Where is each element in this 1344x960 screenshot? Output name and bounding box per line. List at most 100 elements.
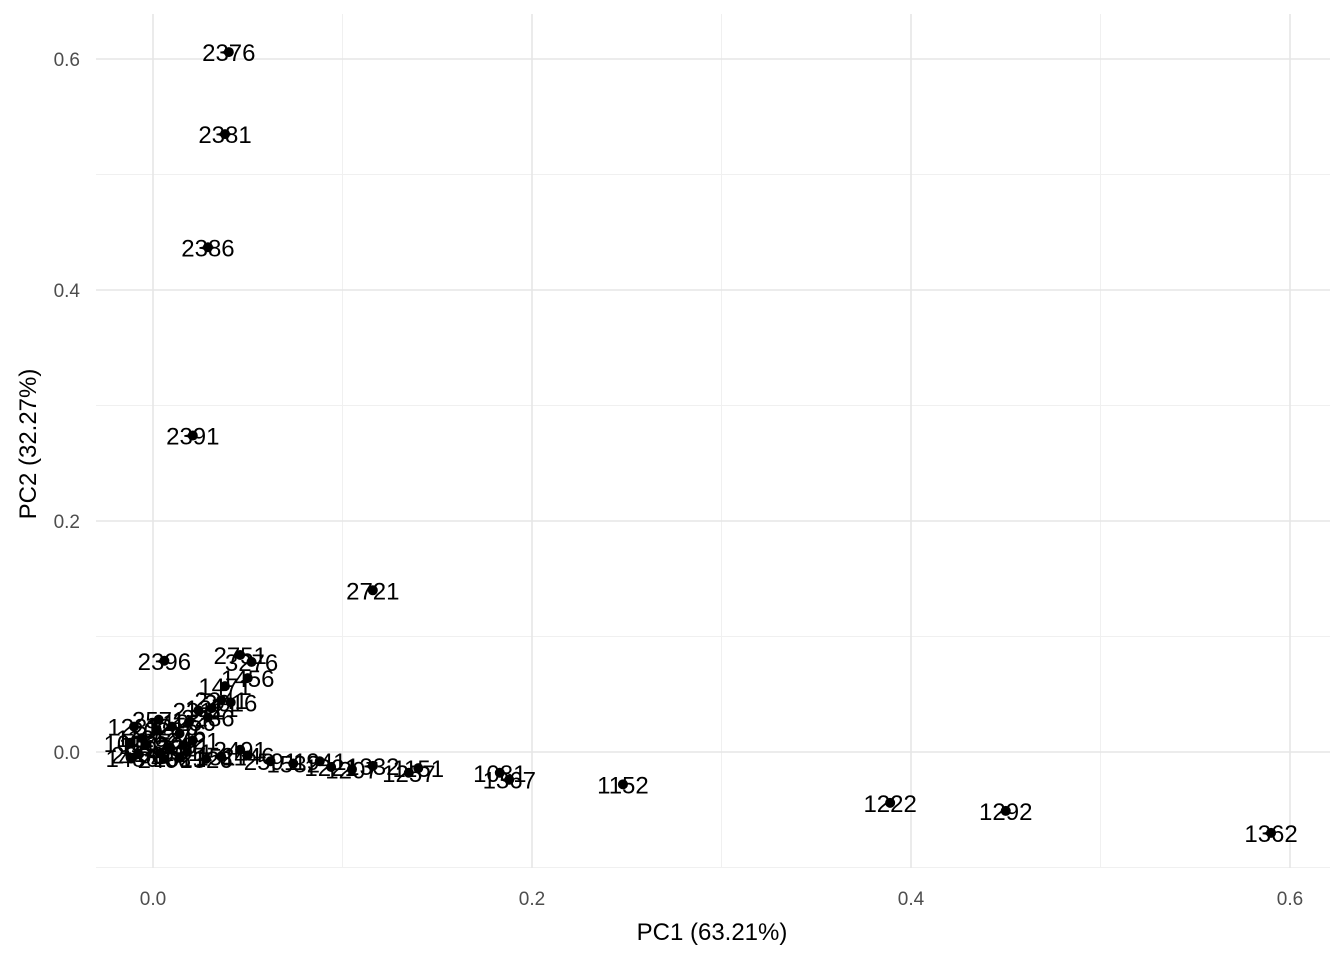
scatter-point bbox=[314, 756, 325, 767]
point-label: 2011 bbox=[161, 740, 213, 767]
point-label: 2396 bbox=[138, 649, 191, 676]
y-axis-title: PC2 (32.27%) bbox=[15, 369, 42, 520]
scatter-point bbox=[346, 764, 357, 775]
point-label: 1532 bbox=[267, 752, 320, 779]
point-label: 1221 bbox=[185, 696, 238, 723]
scatter-point bbox=[182, 747, 193, 757]
point-label: 1441 bbox=[119, 733, 172, 760]
scatter-point bbox=[166, 721, 177, 732]
point-label: 2391 bbox=[166, 424, 219, 451]
scatter-point bbox=[242, 750, 253, 761]
point-label: 1256 bbox=[162, 710, 215, 737]
scatter-point bbox=[153, 714, 164, 725]
point-label: 2591 bbox=[244, 749, 297, 776]
point-label: 1016 bbox=[104, 731, 157, 758]
scatter-point bbox=[174, 752, 185, 763]
point-label: 1367 bbox=[483, 768, 536, 795]
point-label: 1362 bbox=[1244, 821, 1297, 848]
scatter-point bbox=[187, 735, 198, 746]
scatter-point bbox=[1266, 827, 1277, 838]
point-label: 1511 bbox=[195, 745, 247, 772]
point-label: 1021 bbox=[153, 746, 206, 773]
scatter-point bbox=[140, 740, 151, 751]
point-label: 1292 bbox=[979, 799, 1032, 826]
point-label: 1231 bbox=[107, 715, 160, 742]
point-label: 2311 bbox=[173, 698, 225, 725]
scatter-point bbox=[242, 673, 253, 684]
scatter-point bbox=[235, 744, 246, 755]
point-label: 3276 bbox=[225, 650, 278, 677]
point-label: 1332 bbox=[346, 754, 399, 781]
scatter-point bbox=[151, 725, 162, 736]
point-label: 2026 bbox=[130, 718, 183, 745]
point-label: 2236 bbox=[181, 705, 234, 732]
y-tick-label: 0.6 bbox=[54, 50, 80, 71]
scatter-point bbox=[127, 752, 138, 763]
point-label: 1471 bbox=[198, 674, 251, 701]
point-label: 1222 bbox=[863, 791, 916, 818]
point-label: 2491 bbox=[213, 738, 266, 765]
scatter-point bbox=[201, 753, 212, 764]
scatter-point bbox=[1000, 805, 1011, 816]
scatter-point bbox=[617, 779, 628, 790]
point-label: 1207 bbox=[325, 757, 378, 784]
scatter-point bbox=[159, 753, 170, 764]
scatter-point bbox=[206, 703, 217, 714]
scatter-point bbox=[235, 649, 246, 660]
data-points bbox=[125, 47, 1277, 838]
point-label: 1456 bbox=[221, 666, 274, 693]
x-tick-label: 0.0 bbox=[140, 889, 166, 910]
point-label: 1257 bbox=[382, 761, 435, 788]
point-label: 1276 bbox=[153, 722, 206, 749]
y-tick-label: 0.4 bbox=[54, 281, 81, 302]
scatter-point bbox=[159, 655, 170, 666]
point-label: 1216 bbox=[145, 715, 198, 742]
scatter-point bbox=[225, 697, 236, 708]
point-label: 2016 bbox=[204, 690, 257, 717]
point-label: 2751 bbox=[213, 643, 266, 670]
point-label: 1221 bbox=[304, 755, 357, 782]
scatter-point bbox=[246, 656, 257, 667]
grid-layer bbox=[96, 14, 1330, 868]
point-label: 2571 bbox=[132, 708, 185, 735]
scatter-point bbox=[129, 721, 140, 732]
scatter-point bbox=[216, 695, 227, 706]
scatter-point bbox=[220, 129, 231, 140]
point-label: 2421 bbox=[166, 728, 219, 755]
point-label: 1486 bbox=[105, 746, 158, 773]
point-label: 1281 bbox=[143, 735, 196, 762]
scatter-point bbox=[187, 430, 198, 441]
point-label: 2466 bbox=[138, 747, 191, 774]
point-label: 1081 bbox=[473, 761, 526, 788]
y-tick-label: 0.0 bbox=[54, 743, 80, 764]
scatter-point bbox=[885, 797, 896, 808]
point-label: 2341 bbox=[195, 688, 248, 715]
scatter-point bbox=[202, 712, 213, 723]
scatter-point bbox=[223, 47, 234, 58]
point-label: 1151 bbox=[392, 756, 444, 783]
x-tick-label: 0.6 bbox=[1277, 889, 1303, 910]
point-label: 1126 bbox=[116, 726, 168, 753]
point-label: 2446 bbox=[221, 743, 274, 770]
point-label: 2251 bbox=[157, 733, 210, 760]
scatter-point bbox=[504, 774, 515, 785]
scatter-point bbox=[202, 242, 213, 253]
scatter-point bbox=[494, 767, 505, 778]
scatter-point bbox=[288, 758, 299, 769]
scatter-point bbox=[413, 763, 424, 774]
scatter-point bbox=[367, 760, 378, 771]
scatter-point bbox=[216, 751, 227, 762]
point-label: 1326 bbox=[179, 747, 232, 774]
point-label: 2721 bbox=[346, 578, 399, 605]
y-tick-label: 0.2 bbox=[54, 512, 80, 533]
scatter-point bbox=[265, 756, 276, 767]
point-label: 1461 bbox=[134, 741, 187, 768]
x-axis-title: PC1 (63.21%) bbox=[637, 919, 788, 946]
scatter-point bbox=[220, 681, 231, 692]
scatter-point bbox=[165, 742, 176, 753]
point-label: 2376 bbox=[202, 40, 255, 67]
scatter-point bbox=[326, 762, 337, 773]
scatter-point bbox=[193, 705, 204, 716]
x-tick-label: 0.4 bbox=[898, 889, 925, 910]
